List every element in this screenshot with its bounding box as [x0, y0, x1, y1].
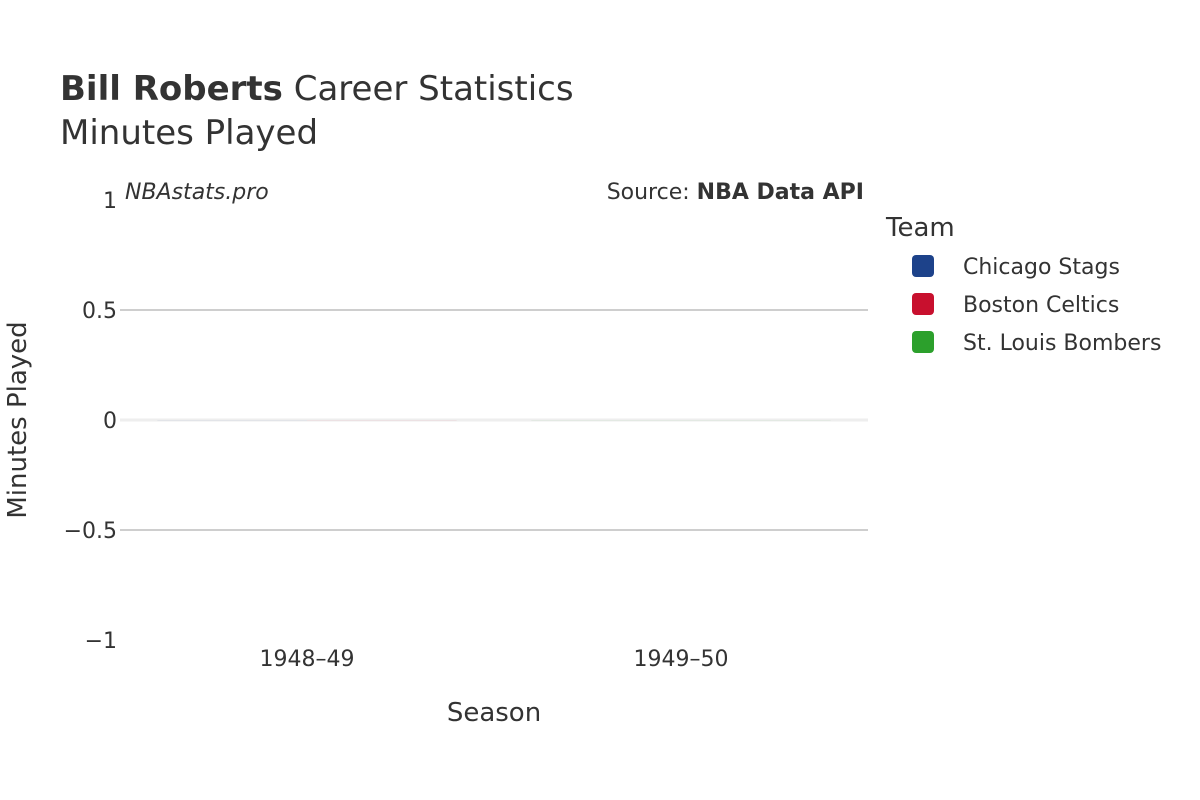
y-axis-label: Minutes Played	[3, 321, 33, 518]
title-player-name: Bill Roberts	[60, 69, 283, 109]
source-name: NBA Data API	[697, 180, 864, 205]
title-rest: Career Statistics	[283, 69, 574, 109]
legend-swatch[interactable]	[912, 331, 934, 353]
bar[interactable]	[307, 420, 457, 421]
legend-item-label[interactable]: Boston Celtics	[963, 293, 1119, 318]
legend-swatch[interactable]	[912, 293, 934, 315]
y-tick-label: 0	[103, 409, 117, 434]
y-tick-label: −1	[85, 629, 117, 654]
y-tick-label: −0.5	[64, 519, 117, 544]
watermark: NBAstats.pro	[125, 180, 269, 205]
x-axis-label: Season	[447, 698, 541, 728]
legend-title: Team	[885, 213, 955, 243]
source-prefix: Source:	[607, 180, 697, 205]
x-tick-label: 1948–49	[260, 647, 355, 672]
legend-item-label[interactable]: St. Louis Bombers	[963, 331, 1161, 356]
legend-item-label[interactable]: Chicago Stags	[963, 255, 1120, 280]
bar[interactable]	[531, 420, 831, 421]
x-tick-label: 1949–50	[634, 647, 729, 672]
y-tick-label: 0.5	[82, 299, 117, 324]
legend: Chicago Stags Boston Celtics St. Louis Bom…	[912, 255, 1161, 356]
x-tick-labels: 1948–49 1949–50	[260, 647, 729, 672]
grid-layer	[120, 309, 868, 531]
y-tick-labels: 1 0.5 0 −0.5 −1	[64, 189, 117, 654]
bar-layer	[157, 420, 831, 421]
source-note: Source: NBA Data API	[607, 180, 864, 205]
bar[interactable]	[157, 420, 307, 421]
chart-subtitle: Minutes Played	[60, 113, 318, 153]
chart-title: Bill Roberts Career Statistics	[60, 69, 574, 109]
y-tick-label: 1	[103, 189, 117, 214]
legend-swatch[interactable]	[912, 255, 934, 277]
